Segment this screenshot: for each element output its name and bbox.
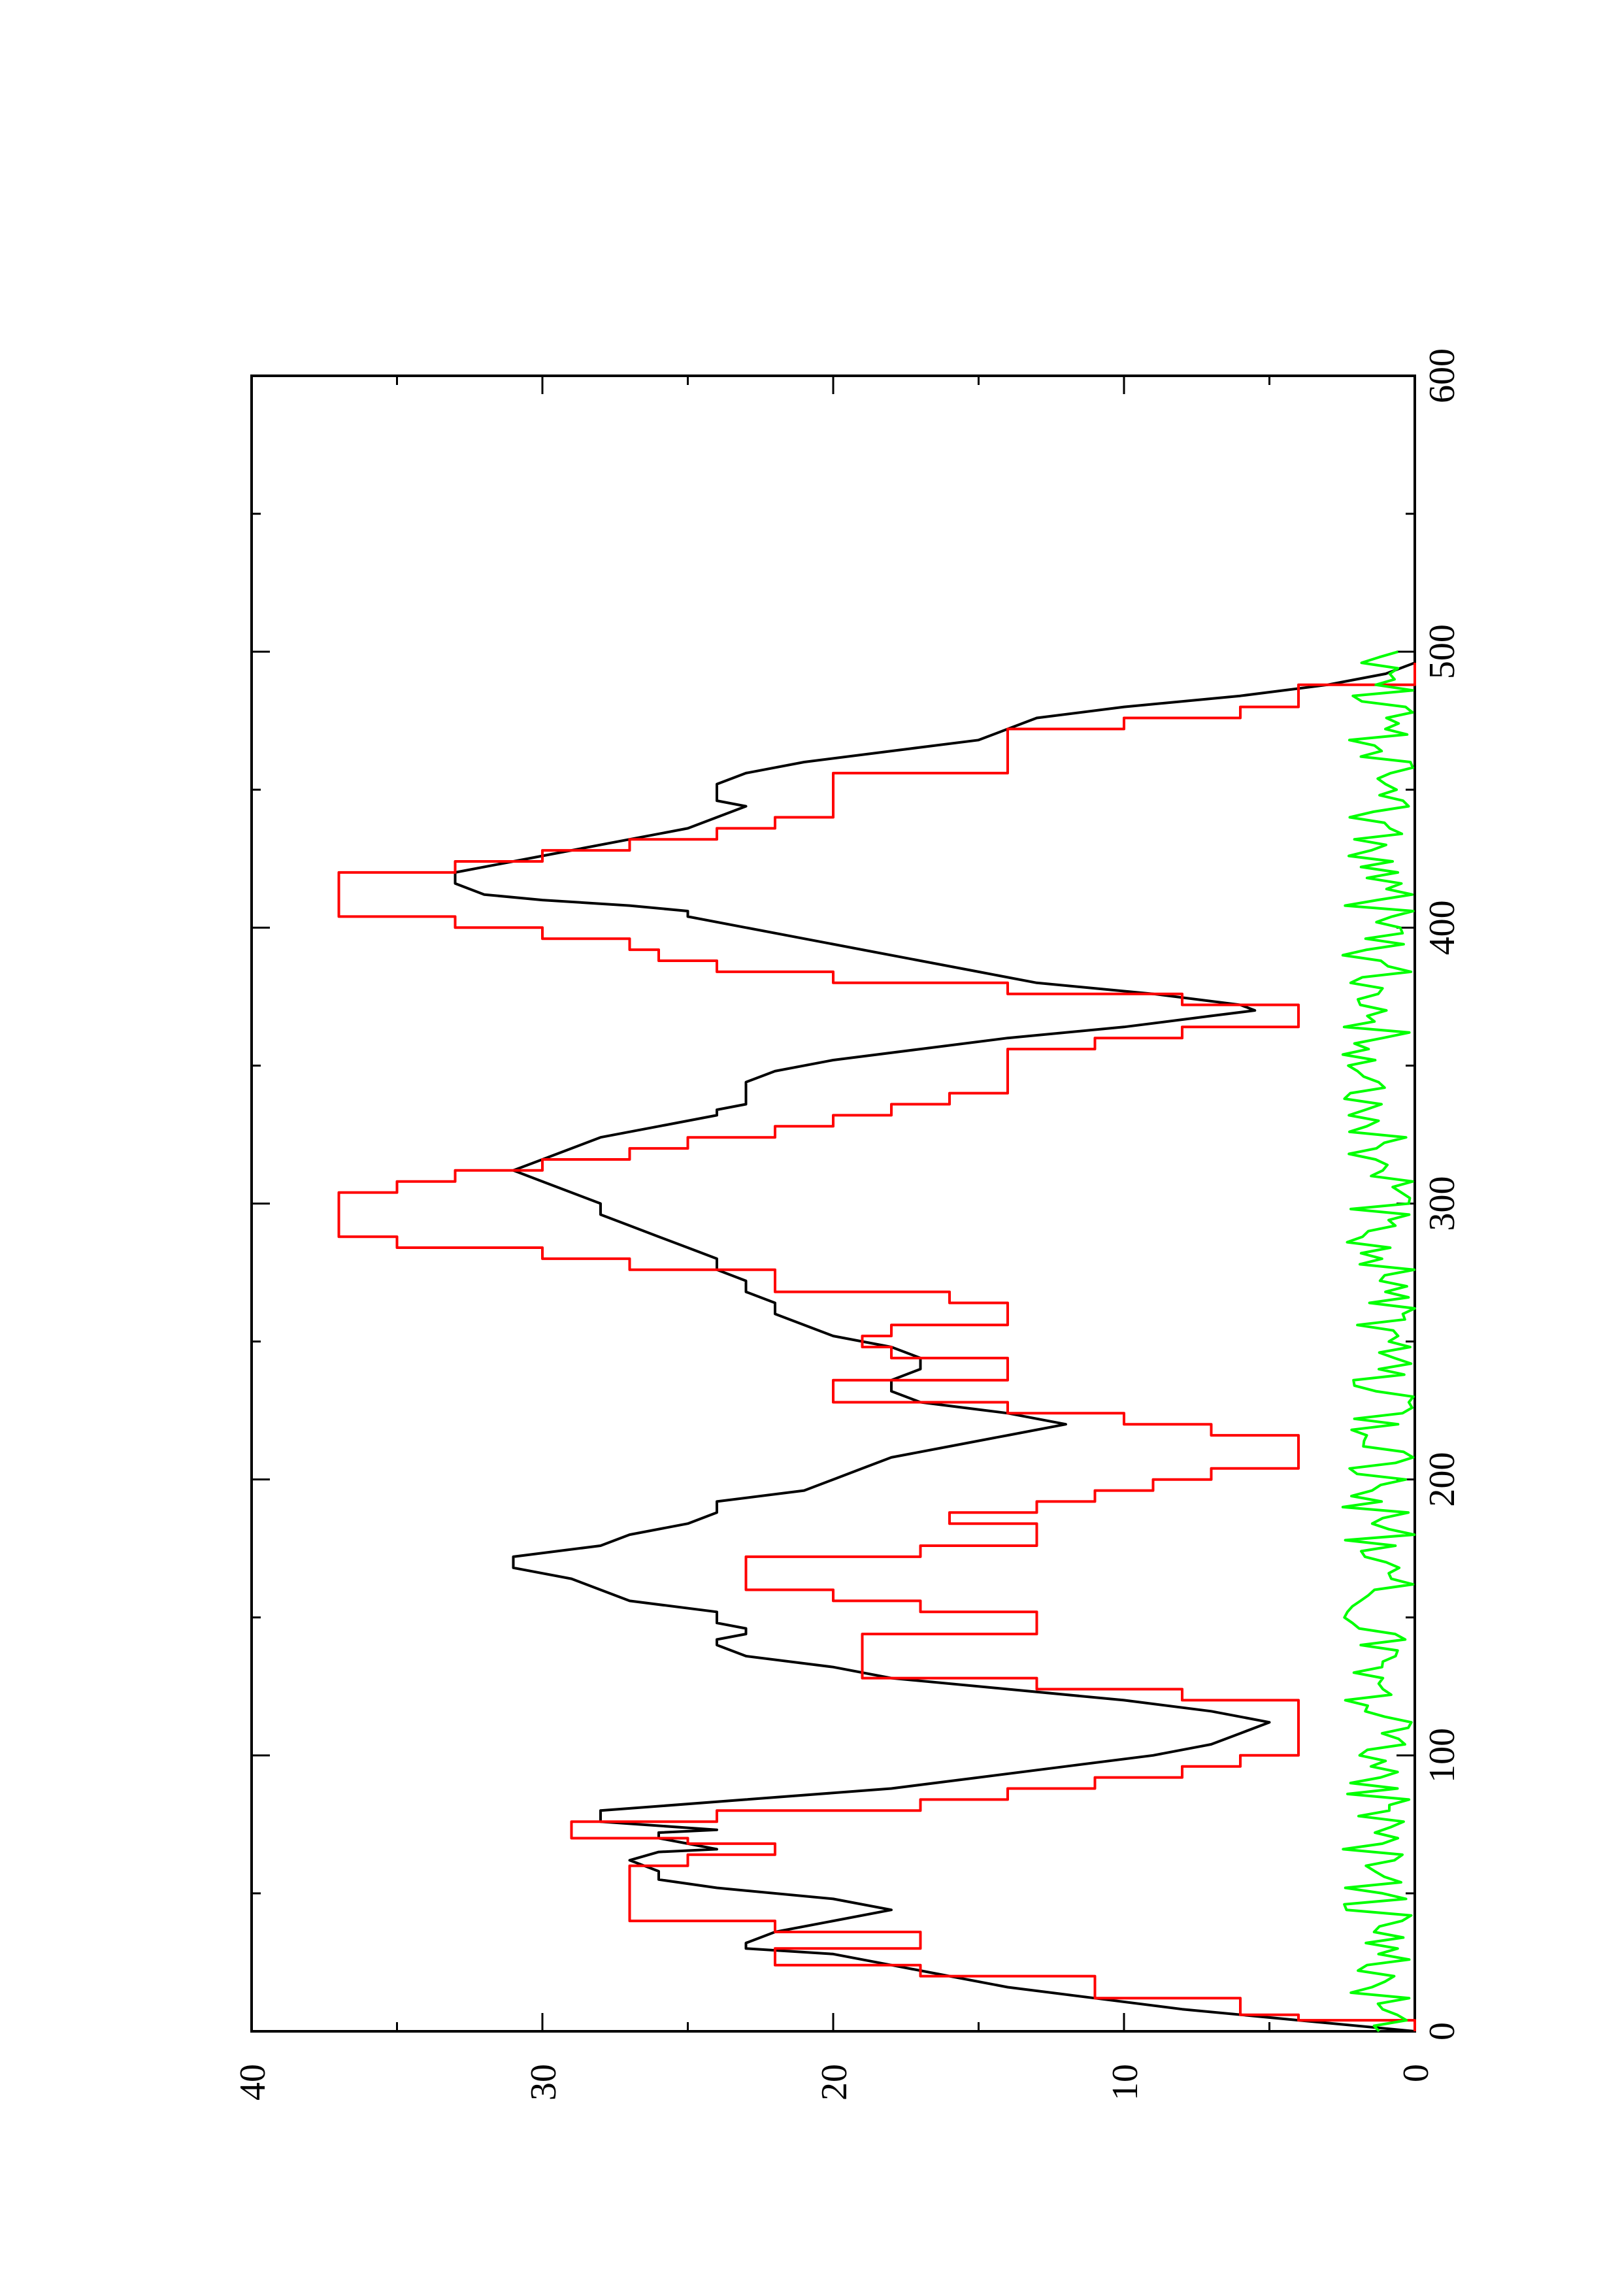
y-tick-label: 30 xyxy=(523,2064,564,2101)
axis-tick-labels: 0 100 200 300 400 500 600 0 10 20 30 40 xyxy=(233,348,1463,2101)
y-tick-label: 0 xyxy=(1396,2064,1436,2082)
series-black-line xyxy=(454,661,1415,2033)
x-tick-label: 400 xyxy=(1422,900,1463,955)
x-tick-label: 300 xyxy=(1422,1176,1463,1231)
plot-border xyxy=(250,374,1416,2033)
x-tick-label: 0 xyxy=(1422,2022,1463,2040)
series-group xyxy=(337,650,1416,2033)
y-tick-label: 10 xyxy=(1105,2064,1146,2101)
axis-ticks xyxy=(250,374,1416,2033)
y-tick-label: 40 xyxy=(233,2064,273,2101)
y-tick-label: 20 xyxy=(814,2064,855,2101)
series-green-noise xyxy=(1341,650,1416,2033)
series-red-steps xyxy=(337,663,1416,2031)
x-tick-label: 600 xyxy=(1422,348,1463,403)
x-tick-label: 200 xyxy=(1422,1452,1463,1507)
plot-frame xyxy=(250,374,1416,2033)
x-tick-label: 100 xyxy=(1422,1728,1463,1783)
x-tick-label: 500 xyxy=(1422,624,1463,679)
